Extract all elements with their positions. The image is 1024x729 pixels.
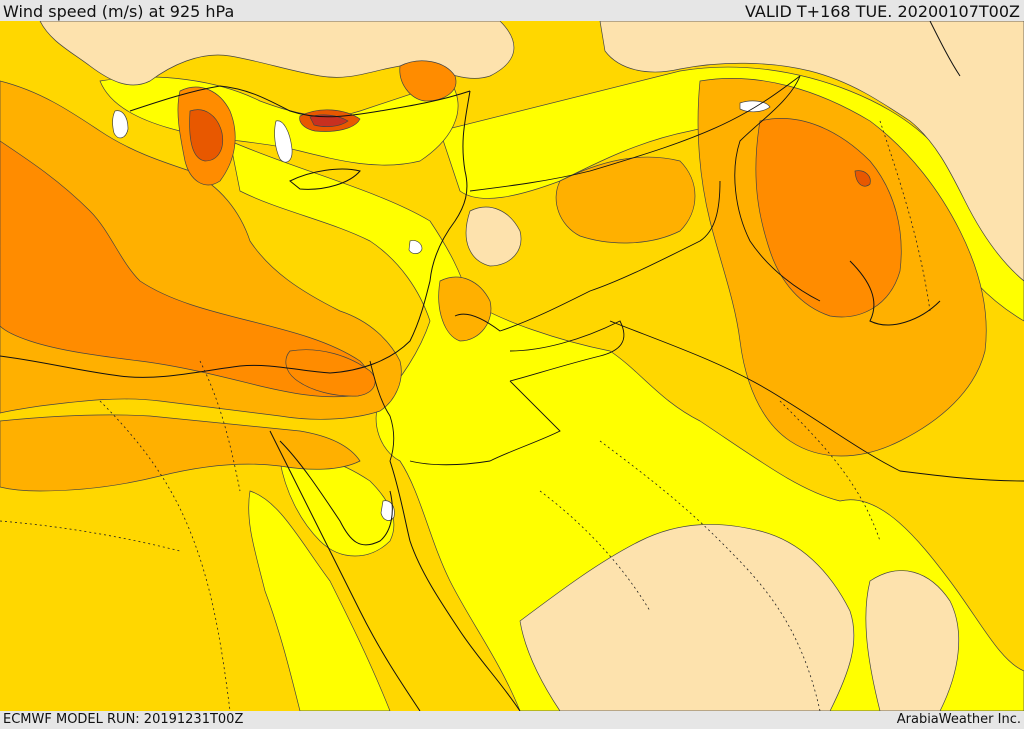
- valid-time: VALID T+168 TUE. 20200107T00Z: [744, 2, 1020, 21]
- province-line-5: [879, 120, 931, 312]
- band-light-levant: [465, 206, 522, 267]
- band-calm-aqaba: [380, 500, 395, 521]
- band-strong-libya-egypt: [0, 414, 361, 492]
- coastline-red-sea-east: [389, 460, 521, 711]
- border-iran-iraq: [734, 75, 821, 302]
- coastline-persian-gulf: [849, 260, 941, 326]
- province-line-3: [599, 440, 821, 711]
- coastline-caspian: [929, 21, 961, 77]
- border-saudi-iraq: [609, 320, 1024, 482]
- border-saudi-jordan: [409, 380, 561, 466]
- band-calm-levant: [408, 240, 423, 254]
- band-very-strong-anatolia: [399, 60, 457, 102]
- credit-label: ArabiaWeather Inc.: [896, 712, 1021, 727]
- model-run-label: ECMWF MODEL RUN: 20191231T00Z: [3, 712, 244, 727]
- wind-speed-map[interactable]: [0, 21, 1024, 711]
- band-light-turkey: [39, 21, 515, 86]
- province-line-6: [0, 520, 181, 552]
- coastline-cyprus: [289, 168, 361, 190]
- band-light-arabia-east: [865, 570, 960, 711]
- band-calm-west: [112, 110, 129, 139]
- band-moderate-egypt: [248, 490, 391, 711]
- band-very-strong-iraq: [755, 118, 902, 318]
- footer-bar: ECMWF MODEL RUN: 20191231T00Z ArabiaWeat…: [0, 711, 1024, 729]
- band-gale-iraq: [854, 170, 871, 187]
- band-light-iran: [599, 21, 1024, 282]
- province-line-4: [779, 400, 881, 542]
- border-jordan: [509, 320, 625, 382]
- band-storm-anatolia: [309, 114, 349, 127]
- border-turkey-syria: [469, 75, 801, 192]
- map-title: Wind speed (m/s) at 925 hPa: [3, 2, 235, 21]
- band-calm-aegean: [274, 120, 293, 163]
- border-syria-iraq: [454, 180, 721, 332]
- header-bar: Wind speed (m/s) at 925 hPa VALID T+168 …: [0, 0, 1024, 21]
- coastline-turkey-south: [129, 85, 471, 118]
- coastline-mediterranean: [0, 90, 471, 378]
- coastline-gulf-suez: [279, 440, 393, 546]
- band-calm-northeast: [739, 100, 771, 113]
- province-line-2: [199, 360, 241, 492]
- band-light-arabia: [519, 524, 855, 711]
- band-gale-aegean: [189, 109, 224, 162]
- band-strong-north-jordan: [438, 276, 492, 342]
- coastline-red-sea-west: [269, 430, 421, 711]
- border-egypt-libya: [369, 360, 395, 462]
